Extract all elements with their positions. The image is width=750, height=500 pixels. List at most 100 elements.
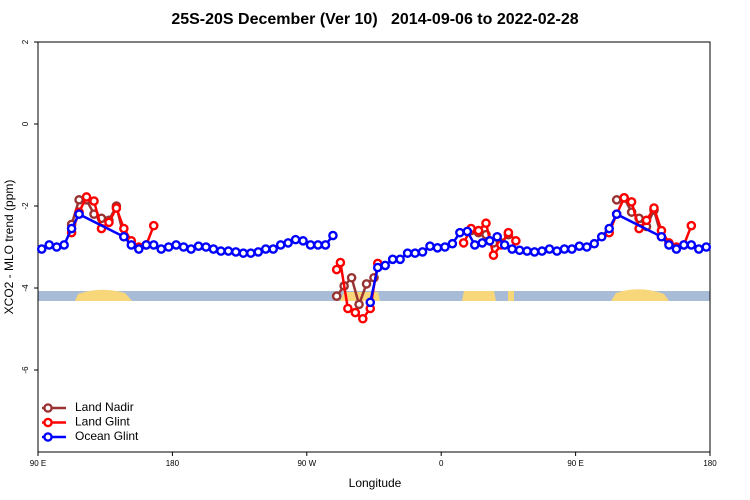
data-point: [119, 231, 129, 242]
data-point: [365, 297, 376, 308]
data-point: [223, 246, 234, 256]
data-point: [171, 240, 181, 250]
data-point: [141, 240, 152, 250]
y-tick-label: -6: [21, 366, 30, 374]
land-patch: [75, 289, 132, 301]
data-point: [133, 244, 144, 254]
data-point: [313, 240, 323, 250]
data-point: [343, 303, 353, 314]
data-point: [89, 196, 99, 206]
land-patch: [508, 291, 514, 301]
data-point: [402, 248, 413, 258]
data-point: [331, 264, 342, 275]
data-point: [119, 223, 129, 234]
data-point: [473, 225, 484, 236]
legend-label: Land Nadir: [75, 400, 134, 414]
data-point: [544, 244, 555, 254]
data-point: [552, 246, 562, 256]
data-point: [686, 220, 697, 231]
land-patch: [611, 289, 669, 301]
data-point: [458, 238, 469, 248]
data-point: [507, 244, 517, 254]
data-point: [268, 244, 279, 254]
data-point: [74, 209, 84, 219]
land-ocean-band: [38, 289, 710, 301]
data-point: [559, 244, 570, 254]
data-point: [503, 227, 514, 238]
data-point: [111, 203, 122, 213]
data-point: [283, 238, 293, 248]
data-point: [51, 242, 62, 252]
data-point: [354, 299, 364, 310]
data-point: [522, 246, 532, 256]
data-point: [231, 247, 241, 257]
data-point: [589, 238, 600, 249]
x-tick-label: 90 E: [30, 459, 46, 468]
data-point: [649, 203, 659, 213]
data-point: [350, 307, 361, 318]
data-point: [328, 230, 338, 241]
data-point: [238, 248, 249, 258]
data-point: [387, 254, 398, 265]
data-point: [529, 247, 540, 257]
data-point: [679, 240, 689, 250]
data-point: [361, 279, 372, 289]
data-point: [290, 234, 301, 245]
x-tick-label: 180: [166, 459, 180, 468]
data-point: [462, 226, 473, 237]
chart-title: 25S-20S December (Ver 10) 2014-09-06 to …: [171, 11, 578, 28]
data-point: [574, 241, 585, 251]
legend-marker: [43, 417, 53, 428]
legend-marker: [43, 432, 53, 442]
data-point: [671, 244, 682, 254]
data-point: [432, 243, 443, 253]
data-point: [253, 247, 264, 257]
data-point: [425, 241, 435, 251]
data-point: [694, 244, 704, 254]
data-point: [477, 238, 488, 248]
data-point: [410, 248, 420, 258]
y-tick-label: -2: [21, 202, 30, 210]
data-point: [447, 238, 458, 249]
x-axis-label: Longitude: [349, 476, 402, 490]
data-point: [481, 218, 491, 229]
data-point: [320, 240, 331, 250]
legend-label: Land Glint: [75, 415, 130, 429]
data-point: [346, 272, 357, 283]
data-point: [567, 244, 577, 254]
y-tick-label: -4: [21, 284, 30, 292]
y-axis-label: XCO2 - MLO trend (ppm): [2, 180, 16, 315]
data-point: [201, 242, 211, 252]
data-point: [126, 240, 137, 250]
x-tick-label: 90 E: [567, 459, 583, 468]
data-point: [216, 246, 226, 256]
legend-marker: [43, 403, 53, 413]
data-point: [686, 240, 697, 250]
data-point: [193, 241, 204, 251]
data-point: [36, 244, 47, 254]
data-point: [104, 217, 114, 228]
data-point: [604, 223, 615, 234]
data-point: [611, 195, 622, 205]
x-tick-label: 90 W: [297, 459, 316, 468]
data-point: [499, 240, 510, 250]
y-tick-label: 2: [21, 39, 30, 44]
data-point: [372, 262, 383, 273]
data-point: [537, 246, 547, 256]
data-point: [511, 236, 521, 246]
data-point: [492, 231, 503, 242]
data-point: [611, 209, 622, 219]
data-point: [260, 244, 271, 254]
y-tick-label: 0: [21, 121, 30, 126]
data-point: [455, 227, 465, 238]
data-point: [331, 291, 342, 302]
data-point: [701, 242, 712, 252]
data-point: [514, 245, 525, 256]
x-tick-label: 0: [439, 459, 444, 468]
data-point: [469, 240, 480, 250]
data-point: [186, 244, 196, 254]
data-point: [664, 240, 674, 250]
data-point: [305, 240, 316, 250]
